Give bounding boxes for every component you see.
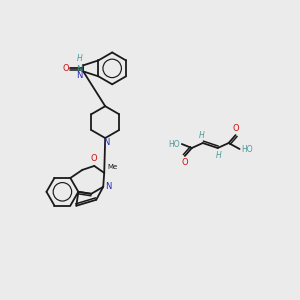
Text: HO: HO <box>242 145 253 154</box>
Text: N: N <box>76 65 82 74</box>
Text: N: N <box>103 138 110 147</box>
Text: O: O <box>63 64 69 73</box>
Text: O: O <box>182 158 188 167</box>
Text: HO: HO <box>168 140 180 148</box>
Text: H: H <box>76 54 82 63</box>
Text: O: O <box>91 154 98 163</box>
Text: O: O <box>232 124 239 133</box>
Text: Me: Me <box>107 164 117 170</box>
Text: H: H <box>216 151 222 160</box>
Text: N: N <box>76 71 82 80</box>
Text: N: N <box>105 182 112 191</box>
Text: H: H <box>199 131 205 140</box>
